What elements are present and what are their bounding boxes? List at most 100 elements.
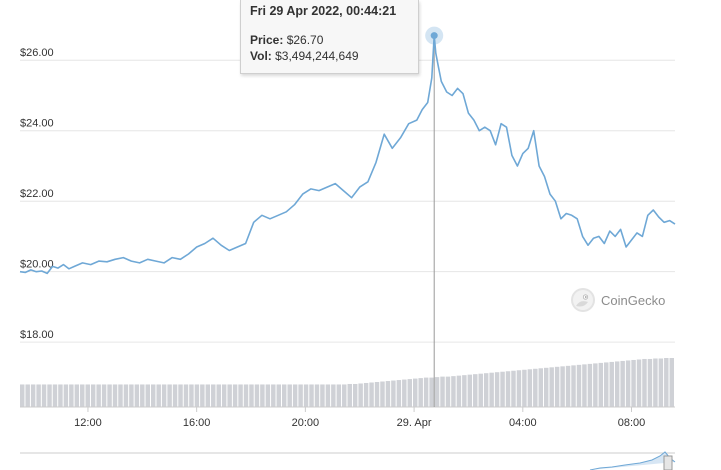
volume-bar xyxy=(571,365,576,407)
volume-bar xyxy=(369,382,374,407)
volume-bars xyxy=(20,358,674,407)
volume-bar xyxy=(47,384,52,407)
volume-bar xyxy=(194,384,200,407)
x-tick-label: 29. Apr xyxy=(397,417,432,429)
volume-bar xyxy=(183,384,189,407)
volume-bar xyxy=(533,368,538,407)
watermark-text: CoinGecko xyxy=(601,292,666,308)
tooltip-price-row: Price: $26.70 xyxy=(250,32,409,48)
volume-bar xyxy=(80,384,85,407)
volume-bar xyxy=(156,384,161,407)
coingecko-watermark: CoinGecko xyxy=(570,287,665,313)
volume-bar xyxy=(467,374,473,407)
volume-bar xyxy=(74,384,80,407)
volume-bar xyxy=(96,384,101,407)
volume-bar xyxy=(232,384,238,407)
volume-bar xyxy=(587,363,593,407)
volume-bar xyxy=(396,380,402,407)
tooltip-vol-label: Vol: xyxy=(250,49,272,63)
volume-bar xyxy=(227,384,232,407)
volume-bar xyxy=(374,382,380,407)
volume-bar xyxy=(238,384,243,407)
volume-bar xyxy=(380,381,385,407)
y-tick-label: $26.00 xyxy=(20,47,54,59)
tooltip-vol-value: $3,494,244,649 xyxy=(275,49,359,63)
volume-bar xyxy=(451,376,456,407)
volume-bar xyxy=(483,373,489,407)
volume-bar xyxy=(462,375,467,407)
volume-bar xyxy=(151,384,156,407)
volume-bar xyxy=(161,384,167,407)
volume-bar xyxy=(41,384,47,407)
x-tick-label: 08:00 xyxy=(618,417,646,429)
volume-bar xyxy=(325,384,331,407)
volume-bar xyxy=(129,384,134,407)
volume-bar xyxy=(554,366,560,407)
volume-bar xyxy=(642,358,647,407)
volume-bar xyxy=(205,384,211,407)
volume-bar xyxy=(363,382,369,407)
volume-bar xyxy=(172,384,178,407)
volume-bar xyxy=(271,384,276,407)
volume-bar xyxy=(423,377,429,407)
volume-bar xyxy=(664,358,669,407)
volume-bar xyxy=(118,384,123,407)
volume-bar xyxy=(320,384,325,407)
volume-bar xyxy=(140,384,145,407)
volume-bar xyxy=(522,369,527,407)
tooltip-price-label: Price: xyxy=(250,33,284,47)
volume-bar xyxy=(243,384,249,407)
volume-bar xyxy=(669,358,674,407)
volume-bar xyxy=(216,384,221,407)
volume-bar xyxy=(434,377,440,407)
volume-bar xyxy=(347,383,352,407)
volume-bar xyxy=(352,383,358,407)
volume-bar xyxy=(90,384,96,407)
volume-bar xyxy=(440,376,445,407)
volume-bar xyxy=(292,384,298,407)
tooltip-price-value: $26.70 xyxy=(286,33,324,47)
volume-bar xyxy=(358,383,363,407)
volume-bar xyxy=(445,376,451,407)
volume-bar xyxy=(336,384,342,407)
y-axis-ticks: $18.00 $20.00 $22.00 $24.00 $26.00 xyxy=(20,47,54,341)
volume-bar xyxy=(647,358,653,407)
volume-bar xyxy=(527,369,533,407)
navigator-handle[interactable] xyxy=(663,455,673,470)
volume-bar xyxy=(342,384,347,407)
volume-bar xyxy=(565,365,571,407)
x-tick-label: 20:00 xyxy=(292,417,320,429)
price-tooltip: Fri 29 Apr 2022, 00:44:21 Price: $26.70 … xyxy=(240,0,419,74)
volume-bar xyxy=(511,370,516,407)
volume-bar xyxy=(303,384,309,407)
volume-bar xyxy=(614,361,620,407)
volume-bar xyxy=(549,367,554,407)
volume-bar xyxy=(407,379,412,407)
volume-bar xyxy=(265,384,271,407)
y-tick-label: $24.00 xyxy=(20,118,54,130)
volume-bar xyxy=(538,368,543,407)
volume-bar xyxy=(489,372,494,407)
volume-bar xyxy=(429,377,434,407)
volume-bar xyxy=(112,384,118,407)
volume-bar xyxy=(101,384,107,407)
y-tick-label: $18.00 xyxy=(20,329,54,341)
volume-bar xyxy=(516,370,522,407)
tooltip-vol-row: Vol: $3,494,244,649 xyxy=(250,48,409,64)
volume-bar xyxy=(287,384,292,407)
volume-bar xyxy=(30,384,36,407)
volume-bar xyxy=(609,361,614,407)
volume-bar xyxy=(593,363,598,407)
volume-bar xyxy=(331,384,336,407)
volume-bar xyxy=(282,384,287,407)
volume-bar xyxy=(58,384,63,407)
navigator-series-preview xyxy=(589,451,676,470)
volume-bar xyxy=(625,360,631,407)
volume-bar xyxy=(631,359,636,407)
volume-bar xyxy=(620,360,625,407)
x-tick-label: 16:00 xyxy=(183,417,211,429)
volume-bar xyxy=(478,373,483,407)
x-tick-label: 12:00 xyxy=(74,417,102,429)
x-tick-label: 04:00 xyxy=(509,417,537,429)
